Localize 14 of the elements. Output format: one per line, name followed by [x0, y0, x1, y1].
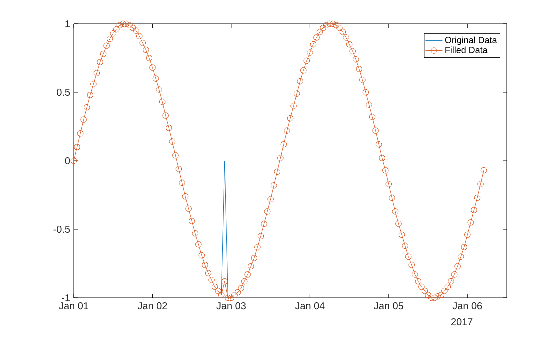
x-tick-label: Jan 03: [216, 302, 246, 310]
y-tick-label: -0.5: [54, 226, 70, 234]
x-tick-label: Jan 04: [295, 302, 325, 310]
legend-label: Filled Data: [446, 46, 488, 54]
x-tick-label: Jan 02: [138, 302, 168, 310]
text: 2017: [452, 318, 473, 326]
legend-label: Original Data: [445, 36, 498, 46]
y-tick-label: 0: [65, 157, 70, 165]
y-tick-label: 1: [66, 20, 70, 28]
y-tick-label: -1: [62, 294, 70, 302]
y-tick-label: 0.5: [57, 88, 70, 96]
x-tick-label: Jan 06: [452, 302, 482, 310]
x-tick-label: Jan 01: [59, 302, 88, 310]
x-tick-label: Jan 05: [374, 302, 404, 310]
